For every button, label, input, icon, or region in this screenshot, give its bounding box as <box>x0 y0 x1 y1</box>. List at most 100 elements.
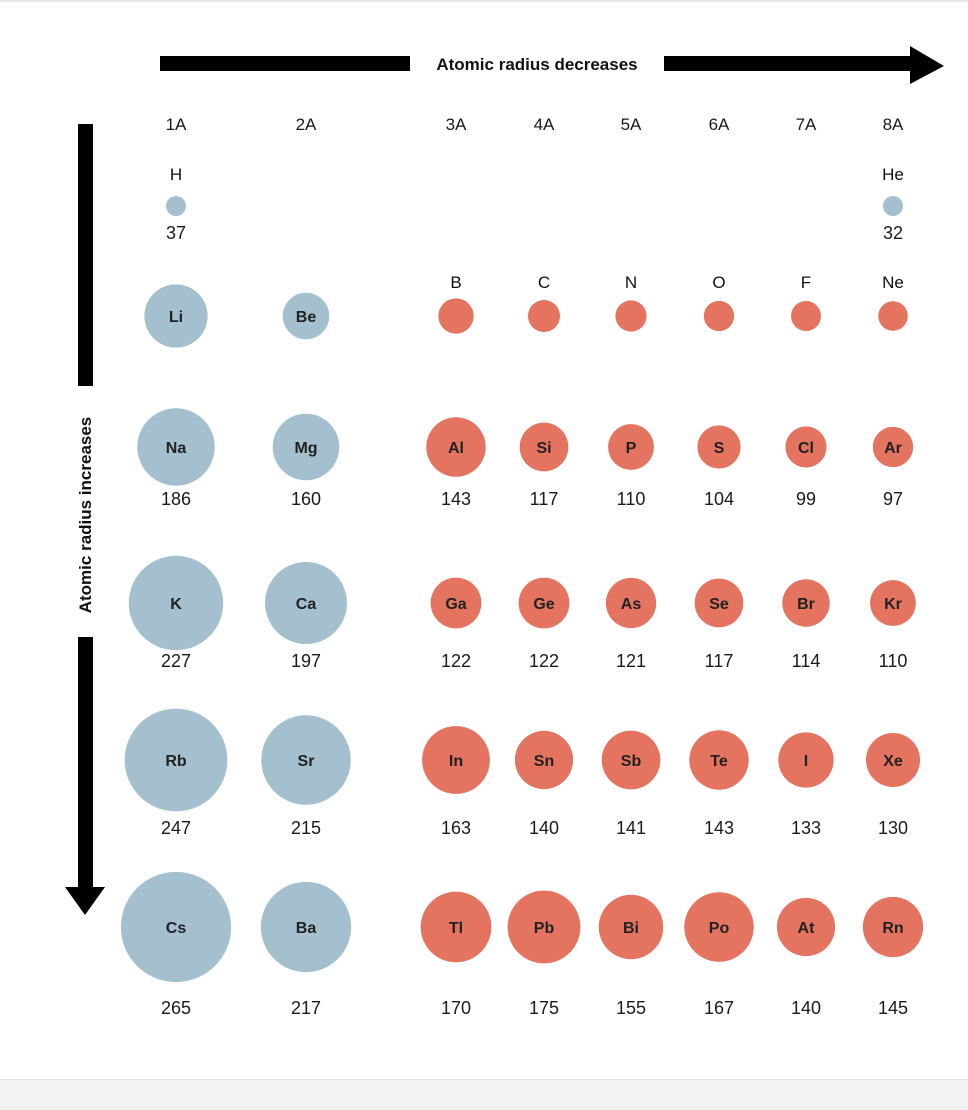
radius-increases-arrow: Atomic radius increases <box>65 124 105 915</box>
element-symbol: Cl <box>798 440 814 457</box>
radius-value: 247 <box>161 818 191 838</box>
atom-bubble-ge <box>518 577 570 629</box>
element-s: S 104 <box>697 425 741 509</box>
element-p: P 110 <box>608 424 654 509</box>
arrow-shaft-right <box>664 56 912 71</box>
element-symbol: H <box>170 165 182 184</box>
element-te: Te 143 <box>689 730 749 838</box>
element-symbol: As <box>621 596 642 613</box>
arrow-head-down <box>65 887 105 915</box>
atom-bubble-tl <box>420 891 492 963</box>
group-header-5a: 5A <box>621 115 642 134</box>
element-symbol: Br <box>797 596 815 613</box>
atom-bubble-li <box>144 284 208 348</box>
atom-bubble-bi <box>598 894 664 960</box>
atom-bubble-i <box>778 732 834 788</box>
element-cl: Cl 99 <box>785 426 827 509</box>
radius-value: 121 <box>616 651 646 671</box>
radius-value: 122 <box>529 651 559 671</box>
element-symbol: C <box>538 273 550 292</box>
elements-layer: H 37 He 32 Li Be B C N O F Ne Na 186 Mg 160 Al 143 Si 117 P 1… <box>120 165 924 1018</box>
arrow-shaft-top <box>78 124 93 386</box>
atomic-radius-diagram: Atomic radius decreases Atomic radius in… <box>65 46 944 1018</box>
element-li: Li <box>144 284 208 348</box>
element-symbol: Ga <box>445 596 466 613</box>
radius-value: 215 <box>291 818 321 838</box>
atom-bubble-ar <box>872 426 914 468</box>
element-ca: Ca 197 <box>265 562 347 671</box>
atom-bubble-ga <box>430 577 482 629</box>
atom-bubble-b <box>438 298 474 334</box>
group-header-3a: 3A <box>446 115 467 134</box>
element-symbol: P <box>626 440 637 457</box>
atom-bubble-ba <box>260 881 352 973</box>
arrow-shaft-bottom <box>78 637 93 889</box>
element-symbol: K <box>170 596 182 613</box>
element-symbol: Mg <box>294 440 317 457</box>
atom-bubble-kr <box>870 580 916 626</box>
arrow-shaft-left <box>160 56 410 71</box>
radius-value: 32 <box>883 223 903 243</box>
radius-value: 117 <box>530 489 559 509</box>
atom-bubble-po <box>684 892 754 962</box>
element-symbol: Sr <box>298 753 315 770</box>
element-kr: Kr 110 <box>870 580 916 671</box>
element-h: H 37 <box>166 165 186 243</box>
element-symbol: Se <box>709 596 729 613</box>
atom-bubble-p <box>608 424 654 470</box>
element-symbol: Kr <box>884 596 902 613</box>
atom-bubble-k <box>128 555 224 651</box>
element-xe: Xe 130 <box>865 732 921 838</box>
element-o: O <box>703 273 735 332</box>
radius-value: 104 <box>704 489 734 509</box>
radius-value: 141 <box>616 818 646 838</box>
element-f: F <box>791 273 821 331</box>
atom-bubble-s <box>697 425 741 469</box>
element-symbol: Bi <box>623 920 639 937</box>
radius-value: 37 <box>166 223 186 243</box>
radius-decreases-label: Atomic radius decreases <box>436 55 637 74</box>
element-symbol: Ge <box>533 596 554 613</box>
radius-value: 117 <box>705 651 734 671</box>
element-na: Na 186 <box>137 408 215 509</box>
atom-bubble-at <box>776 897 836 957</box>
atom-bubble-ne <box>878 301 908 331</box>
arrow-head-right <box>910 46 944 84</box>
radius-value: 110 <box>879 651 908 671</box>
radius-value: 97 <box>883 489 903 509</box>
element-mg: Mg 160 <box>272 413 340 509</box>
element-symbol: Ba <box>296 920 317 937</box>
radius-value: 155 <box>616 998 646 1018</box>
element-i: I 133 <box>778 732 834 838</box>
group-header-6a: 6A <box>709 115 730 134</box>
radius-value: 186 <box>161 489 191 509</box>
radius-value: 143 <box>704 818 734 838</box>
atom-bubble-ca <box>265 562 347 644</box>
radius-value: 122 <box>441 651 471 671</box>
group-header-8a: 8A <box>883 115 904 134</box>
element-symbol: Po <box>709 920 730 937</box>
atom-bubble-sr <box>261 715 351 805</box>
element-symbol: Si <box>536 440 551 457</box>
element-symbol: Rn <box>882 920 903 937</box>
radius-value: 99 <box>796 489 816 509</box>
group-headers: 1A 2A 3A 4A 5A 6A 7A 8A <box>166 115 904 134</box>
element-symbol: Ca <box>296 596 317 613</box>
element-symbol: Sb <box>621 753 642 770</box>
element-he: He 32 <box>882 165 904 243</box>
element-k: K 227 <box>128 555 224 671</box>
element-symbol: B <box>450 273 461 292</box>
atom-bubble-mg <box>272 413 340 481</box>
radius-value: 197 <box>291 651 321 671</box>
atom-bubble-as <box>605 577 657 629</box>
element-po: Po 167 <box>684 892 754 1018</box>
atom-bubble-n <box>615 300 647 332</box>
radius-value: 145 <box>878 998 908 1018</box>
group-header-4a: 4A <box>534 115 555 134</box>
atom-bubble-se <box>694 578 744 628</box>
atom-bubble-na <box>137 408 215 486</box>
atom-bubble-he <box>883 196 903 216</box>
element-n: N <box>615 273 647 332</box>
group-header-1a: 1A <box>166 115 187 134</box>
atom-bubble-br <box>782 579 830 627</box>
